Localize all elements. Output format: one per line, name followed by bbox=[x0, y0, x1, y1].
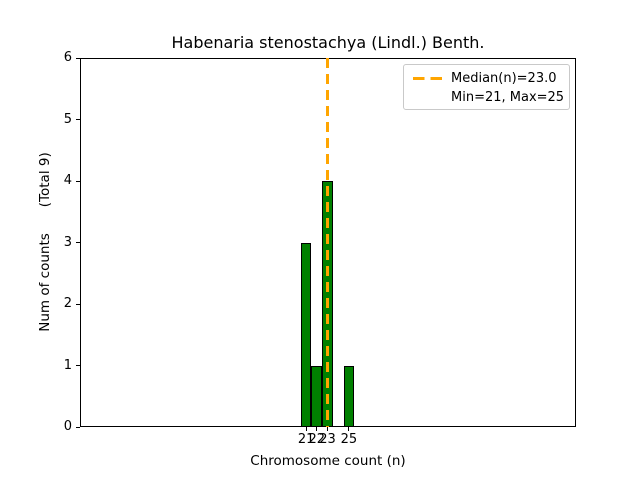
legend: Median(n)=23.0 Min=21, Max=25 bbox=[403, 64, 570, 110]
legend-row-minmax: Min=21, Max=25 bbox=[413, 88, 569, 107]
x-axis-label: Chromosome count (n) bbox=[250, 453, 406, 469]
x-tick-mark-23 bbox=[327, 427, 328, 431]
y-tick-label-3: 3 bbox=[63, 234, 72, 250]
y-tick-label-1: 1 bbox=[63, 357, 72, 373]
bar-25 bbox=[343, 365, 355, 427]
legend-minmax-label: Min=21, Max=25 bbox=[451, 90, 565, 105]
y-tick-label-4: 4 bbox=[63, 173, 72, 188]
x-tick-label-25: 25 bbox=[340, 432, 358, 447]
median-line bbox=[326, 58, 329, 427]
y-tick-mark-4 bbox=[76, 180, 80, 182]
y-tick-mark-5 bbox=[76, 119, 80, 120]
legend-median-label: Median(n)=23.0 bbox=[451, 71, 557, 86]
y-axis-label: Num of counts (Total 9) bbox=[37, 152, 53, 331]
legend-row-median: Median(n)=23.0 bbox=[413, 69, 569, 88]
y-tick-mark-1 bbox=[76, 365, 80, 366]
y-tick-mark-2 bbox=[76, 303, 80, 305]
y-tick-mark-6 bbox=[76, 57, 80, 59]
x-tick-mark-21 bbox=[305, 427, 307, 431]
x-tick-label-21: 21 bbox=[297, 432, 315, 447]
y-tick-mark-3 bbox=[76, 242, 80, 243]
y-tick-label-5: 5 bbox=[63, 111, 72, 127]
bar-21 bbox=[300, 242, 312, 427]
y-tick-label-2: 2 bbox=[63, 296, 72, 311]
y-tick-label-6: 6 bbox=[63, 50, 72, 65]
y-axis-label-secondary: (Total 9) bbox=[37, 152, 53, 208]
x-tick-label-22: 22 bbox=[308, 432, 326, 447]
y-tick-mark-0 bbox=[76, 426, 80, 428]
x-tick-mark-22 bbox=[316, 427, 318, 431]
y-tick-label-0: 0 bbox=[63, 419, 72, 434]
legend-median-dash-icon bbox=[413, 77, 442, 80]
x-tick-label-23: 23 bbox=[319, 432, 336, 447]
chart-title: Habenaria stenostachya (Lindl.) Benth. bbox=[171, 33, 485, 52]
bar-22 bbox=[311, 365, 323, 427]
x-tick-mark-25 bbox=[348, 427, 350, 431]
y-axis-label-primary: Num of counts bbox=[37, 233, 53, 332]
